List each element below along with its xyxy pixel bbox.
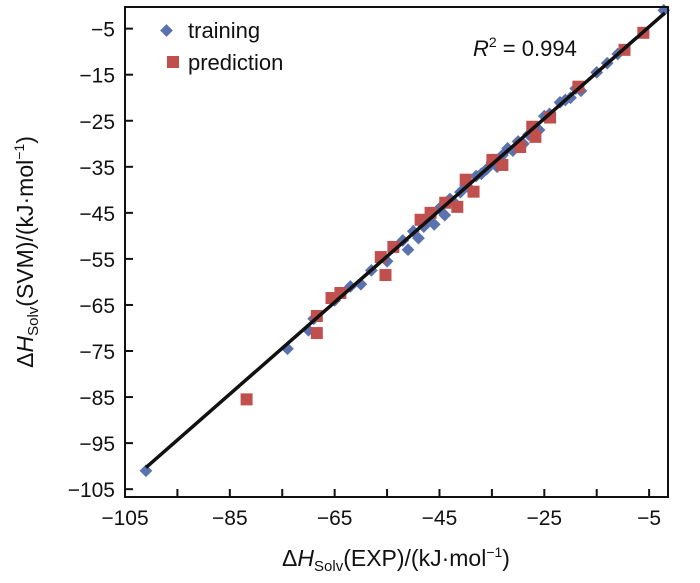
r-squared-annotation: R2 = 0.994 bbox=[473, 34, 577, 61]
y-tick-label: −15 bbox=[79, 65, 115, 88]
point-prediction bbox=[529, 130, 542, 143]
point-prediction bbox=[451, 200, 464, 213]
y-tick-label: −35 bbox=[79, 157, 115, 180]
y-tick-label: −55 bbox=[79, 249, 115, 272]
plot-frame bbox=[124, 6, 669, 498]
x-tick-label: −105 bbox=[101, 507, 148, 530]
y-tick-label: −85 bbox=[79, 387, 115, 410]
point-prediction bbox=[496, 158, 509, 171]
legend-label-training: training bbox=[188, 18, 260, 43]
point-training bbox=[412, 231, 425, 245]
point-prediction bbox=[467, 185, 480, 198]
point-training bbox=[401, 243, 415, 257]
x-tick-label: −65 bbox=[317, 507, 353, 530]
axis-ticks: −105 −85 −65 −45 −25 −5 −5 −15 −25 −35 −45 −55 −65 −7… bbox=[68, 19, 661, 530]
y-tick-label: −105 bbox=[68, 479, 115, 502]
point-prediction bbox=[379, 269, 392, 282]
x-tick-label: −45 bbox=[422, 507, 458, 530]
point-training bbox=[427, 218, 441, 231]
point-prediction bbox=[240, 393, 253, 406]
point-training bbox=[438, 208, 452, 222]
x-tick-label: −5 bbox=[637, 507, 661, 530]
y-tick-label: −65 bbox=[79, 295, 115, 318]
fit-line bbox=[144, 11, 667, 469]
legend-label-prediction: prediction bbox=[188, 50, 283, 75]
x-axis-label: ΔHSolv(EXP)/(kJ·mol−1) bbox=[282, 544, 510, 575]
y-tick-label: −95 bbox=[79, 433, 115, 456]
x-tick-label: −25 bbox=[526, 507, 562, 530]
point-prediction bbox=[310, 327, 323, 340]
legend: training prediction bbox=[160, 18, 283, 75]
legend-marker-training bbox=[160, 24, 173, 37]
x-tick-label: −85 bbox=[212, 507, 248, 530]
y-tick-label: −75 bbox=[79, 341, 115, 364]
point-training bbox=[139, 464, 153, 478]
y-tick-label: −5 bbox=[91, 19, 115, 42]
y-axis-label: ΔHSolv(SVM)/(kJ·mol−1) bbox=[11, 136, 42, 368]
y-tick-label: −45 bbox=[79, 203, 115, 226]
y-tick-label: −25 bbox=[79, 111, 115, 134]
legend-marker-prediction bbox=[167, 56, 179, 68]
